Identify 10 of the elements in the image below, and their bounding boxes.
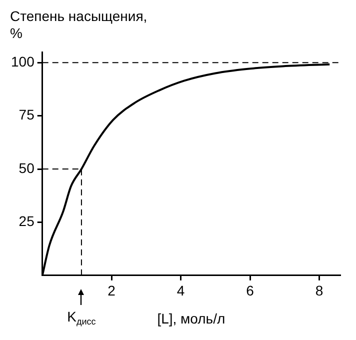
y-tick-label: 50 bbox=[18, 160, 35, 176]
y-tick-label: 25 bbox=[18, 213, 35, 230]
x-axis-title: [L], моль/л bbox=[157, 310, 226, 326]
y-tick-label: 75 bbox=[18, 106, 35, 123]
x-tick-label: 8 bbox=[315, 282, 324, 299]
y-tick-label: 100 bbox=[11, 53, 35, 70]
x-tick-label: 6 bbox=[246, 282, 254, 299]
x-tick-label: 4 bbox=[176, 282, 185, 299]
x-tick-label: 2 bbox=[108, 282, 116, 299]
y-axis-title: Степень насыщения, % bbox=[10, 8, 148, 41]
